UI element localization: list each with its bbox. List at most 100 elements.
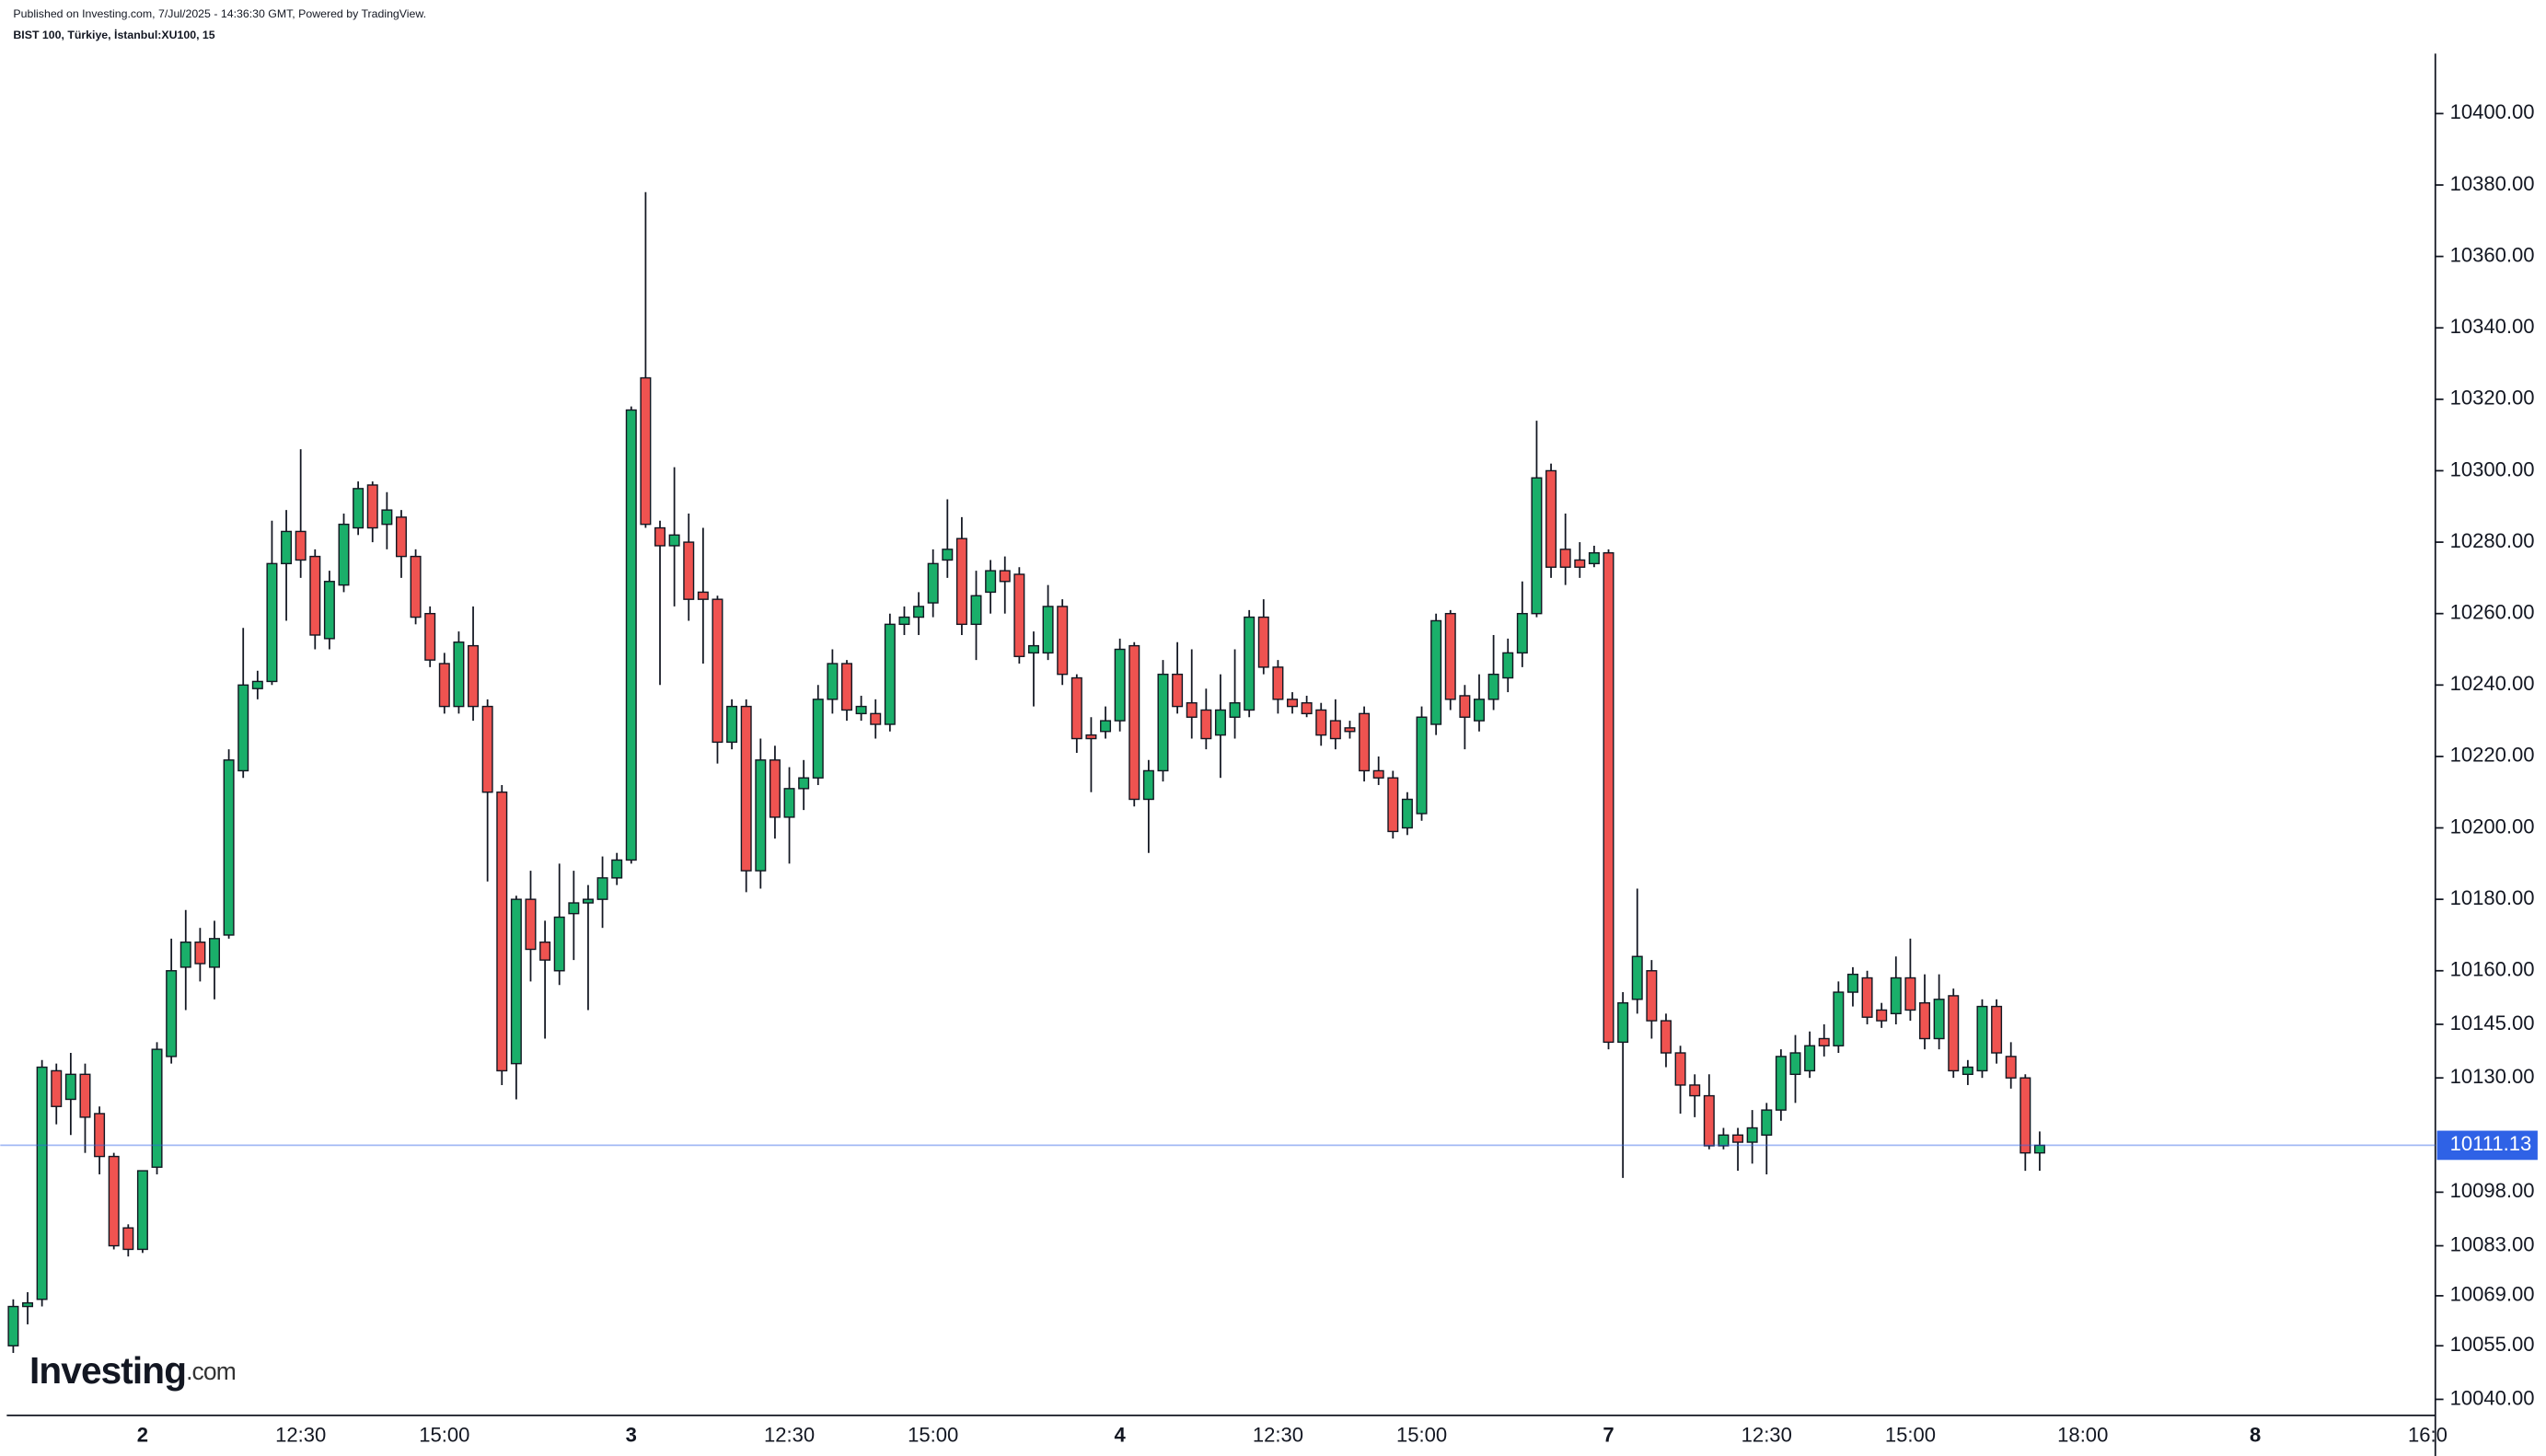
logo-brand: Investing.com [29, 1349, 236, 1392]
candle-body [1272, 666, 1284, 700]
symbol-title: BIST 100, Türkiye, İstanbul:XU100, 15 [13, 28, 214, 41]
candle-body [1876, 1009, 1888, 1022]
candle-body [1502, 652, 1514, 679]
candle-body [1919, 1001, 1931, 1040]
y-tick-label: 10160.00 [2450, 958, 2535, 981]
y-tick-label: 10260.00 [2450, 601, 2535, 624]
logo-suffix: .com [186, 1358, 236, 1385]
candle-body [1574, 559, 1586, 568]
candle-body [582, 898, 594, 904]
candle-body [266, 562, 278, 683]
y-tick-label: 10360.00 [2450, 243, 2535, 266]
candle-body [1674, 1052, 1686, 1086]
x-tick-label: 15:00 [1885, 1424, 1936, 1447]
candle-body [281, 530, 293, 565]
y-tick-label: 10240.00 [2450, 672, 2535, 695]
candle-body [1775, 1056, 1787, 1111]
y-tick-label: 10400.00 [2450, 100, 2535, 123]
candle-body [223, 759, 235, 936]
candle-body [1761, 1109, 1773, 1136]
y-tick-label: 10220.00 [2450, 744, 2535, 767]
candle-body [596, 877, 608, 900]
candle-body [323, 581, 335, 640]
candle-body [654, 526, 666, 547]
candle-body [755, 759, 767, 872]
candle-body [625, 409, 637, 861]
candle-body [1315, 709, 1327, 736]
candle-body [51, 1069, 63, 1107]
candle-body [36, 1066, 48, 1300]
y-tick-label: 10098.00 [2450, 1179, 2535, 1202]
candle-body [1142, 769, 1154, 801]
candle-body [410, 555, 422, 618]
x-tick-label: 8 [2250, 1424, 2261, 1447]
candle-body [1746, 1127, 1758, 1143]
candle-body [1991, 1005, 2003, 1054]
candle-body [1617, 1001, 1629, 1044]
candle-body [913, 606, 925, 618]
candle-body [927, 562, 939, 604]
y-tick-label: 10280.00 [2450, 529, 2535, 552]
candle-body [1603, 552, 1614, 1044]
candle-body [366, 484, 378, 529]
candle-body [481, 705, 493, 793]
candle-body [1732, 1134, 1744, 1143]
logo-brand-text: Investing [29, 1349, 186, 1392]
candle-body [1257, 616, 1269, 668]
candle-body [1833, 991, 1845, 1046]
candle-body [1718, 1134, 1730, 1147]
candle-body [1042, 606, 1054, 654]
x-tick-label: 12:30 [275, 1424, 326, 1447]
candle-body [295, 530, 307, 561]
y-tick-label: 10300.00 [2450, 457, 2535, 480]
candle-body [783, 788, 795, 818]
x-tick-label: 2 [137, 1424, 148, 1447]
candle-body [1933, 999, 1945, 1040]
candle-body [1070, 676, 1082, 740]
candle-body [309, 555, 321, 636]
y-tick-label: 10069.00 [2450, 1283, 2535, 1306]
candle-body [1172, 673, 1184, 708]
candle-body [1057, 606, 1069, 676]
candle-body [726, 705, 738, 744]
candle-body [1516, 612, 1528, 654]
candle-body [64, 1073, 76, 1101]
candle-body [1646, 970, 1658, 1022]
candle-body [1789, 1052, 1801, 1076]
candle-body [251, 680, 263, 689]
candle-body [970, 595, 982, 626]
candle-body [1100, 720, 1112, 733]
candle-body [1085, 734, 1097, 740]
candle-body [769, 759, 781, 818]
candle-body [1948, 995, 1960, 1072]
candle-body [798, 777, 810, 790]
x-tick-label: 4 [1115, 1424, 1127, 1447]
price-label-box [2436, 1130, 2538, 1161]
x-tick-label: 12:30 [1253, 1424, 1303, 1447]
candle-body [668, 534, 680, 547]
candle-body [840, 663, 852, 711]
candle-body [22, 1301, 34, 1308]
candle-body [2033, 1144, 2045, 1154]
candle-body [438, 663, 450, 708]
candle-body [2019, 1077, 2031, 1154]
candle-body [1401, 798, 1413, 829]
candle-body [855, 705, 867, 715]
candle-body [740, 705, 752, 872]
candle-body [1588, 552, 1600, 565]
candle-body [1229, 702, 1241, 718]
candle-body [812, 699, 824, 779]
candle-body [136, 1170, 148, 1251]
candle-body [697, 591, 709, 600]
candle-body [999, 570, 1011, 583]
candle-body [1473, 699, 1485, 722]
candle-body [1430, 619, 1442, 725]
y-tick-label: 10340.00 [2450, 315, 2535, 338]
candle-body [985, 570, 997, 594]
candle-body [1027, 644, 1039, 654]
candle-body [510, 898, 522, 1065]
candle-body [151, 1048, 163, 1168]
candle-body [1861, 976, 1873, 1018]
candle-body [496, 792, 508, 1072]
